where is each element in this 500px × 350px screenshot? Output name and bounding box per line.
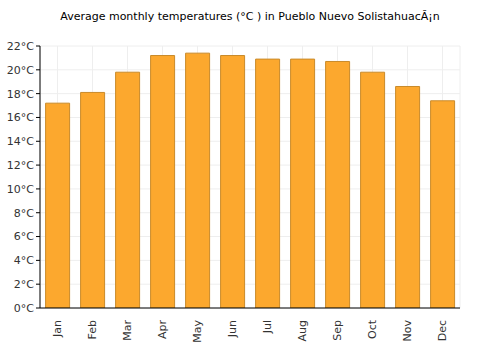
svg-text:20°C: 20°C	[8, 64, 34, 77]
svg-text:2°C: 2°C	[14, 278, 34, 291]
html-text:Average monthly temperatures (: Average monthly temperatures (°C ) in Pu…	[60, 10, 440, 23]
svg-text:14°C: 14°C	[8, 135, 34, 148]
svg-text:Jun: Jun	[226, 320, 239, 338]
svg-text:Jan: Jan	[51, 320, 64, 338]
svg-text:12°C: 12°C	[8, 159, 34, 172]
svg-text:May: May	[191, 320, 204, 343]
svg-text:Apr: Apr	[156, 320, 169, 340]
svg-text:Mar: Mar	[121, 320, 134, 341]
svg-text:0°C: 0°C	[14, 302, 34, 315]
svg-text:6°C: 6°C	[14, 230, 34, 243]
svg-text:Aug: Aug	[296, 320, 309, 341]
svg-text:Jul: Jul	[261, 320, 274, 334]
svg-text:Sep: Sep	[331, 320, 344, 341]
svg-text:22°C: 22°C	[8, 40, 34, 53]
svg-text:16°C: 16°C	[8, 111, 34, 124]
svg-text:Nov: Nov	[401, 320, 414, 342]
svg-text:4°C: 4°C	[14, 254, 34, 267]
svg-text:18°C: 18°C	[8, 88, 34, 101]
svg-text:8°C: 8°C	[14, 207, 34, 220]
svg-text:Oct: Oct	[366, 319, 379, 339]
svg-text:Feb: Feb	[86, 320, 99, 339]
svg-text:10°C: 10°C	[8, 183, 34, 196]
svg-text:Dec: Dec	[436, 320, 449, 341]
